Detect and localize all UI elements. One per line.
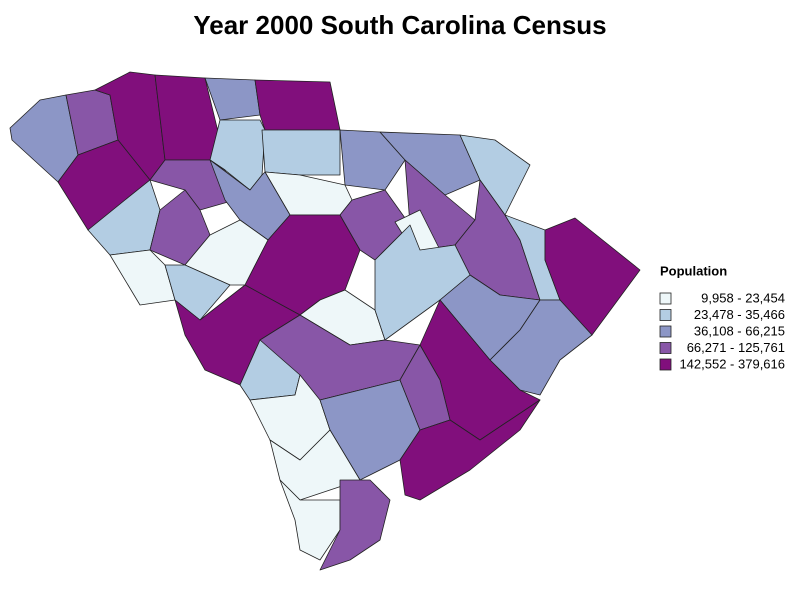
counties	[9, 71, 641, 571]
county	[489, 299, 593, 396]
legend-swatch	[659, 309, 672, 321]
legend-label: 36,108 - 66,215	[694, 323, 785, 338]
legend-label: 23,478 - 35,466	[694, 307, 785, 322]
legend-label: 142,552 - 379,616	[679, 356, 785, 371]
county	[379, 131, 481, 196]
legend-swatch	[659, 358, 672, 371]
legend-swatch	[659, 292, 672, 305]
legend-label: 66,271 - 125,761	[687, 340, 785, 355]
legend: Population 9,958 - 23,454 23,478 - 35,466…	[659, 263, 785, 371]
county	[399, 399, 541, 501]
map-title: Year 2000 South Carolina Census	[193, 10, 606, 40]
county	[254, 79, 341, 131]
county	[279, 479, 341, 561]
legend-label: 9,958 - 23,454	[701, 290, 785, 305]
county	[164, 264, 231, 321]
county	[459, 134, 531, 216]
county	[319, 479, 391, 571]
legend-swatch	[659, 342, 672, 354]
county	[109, 249, 176, 306]
legend-title: Population	[660, 263, 727, 278]
county	[339, 129, 406, 191]
county	[261, 129, 341, 176]
legend-swatch	[659, 325, 672, 338]
county	[399, 344, 451, 431]
